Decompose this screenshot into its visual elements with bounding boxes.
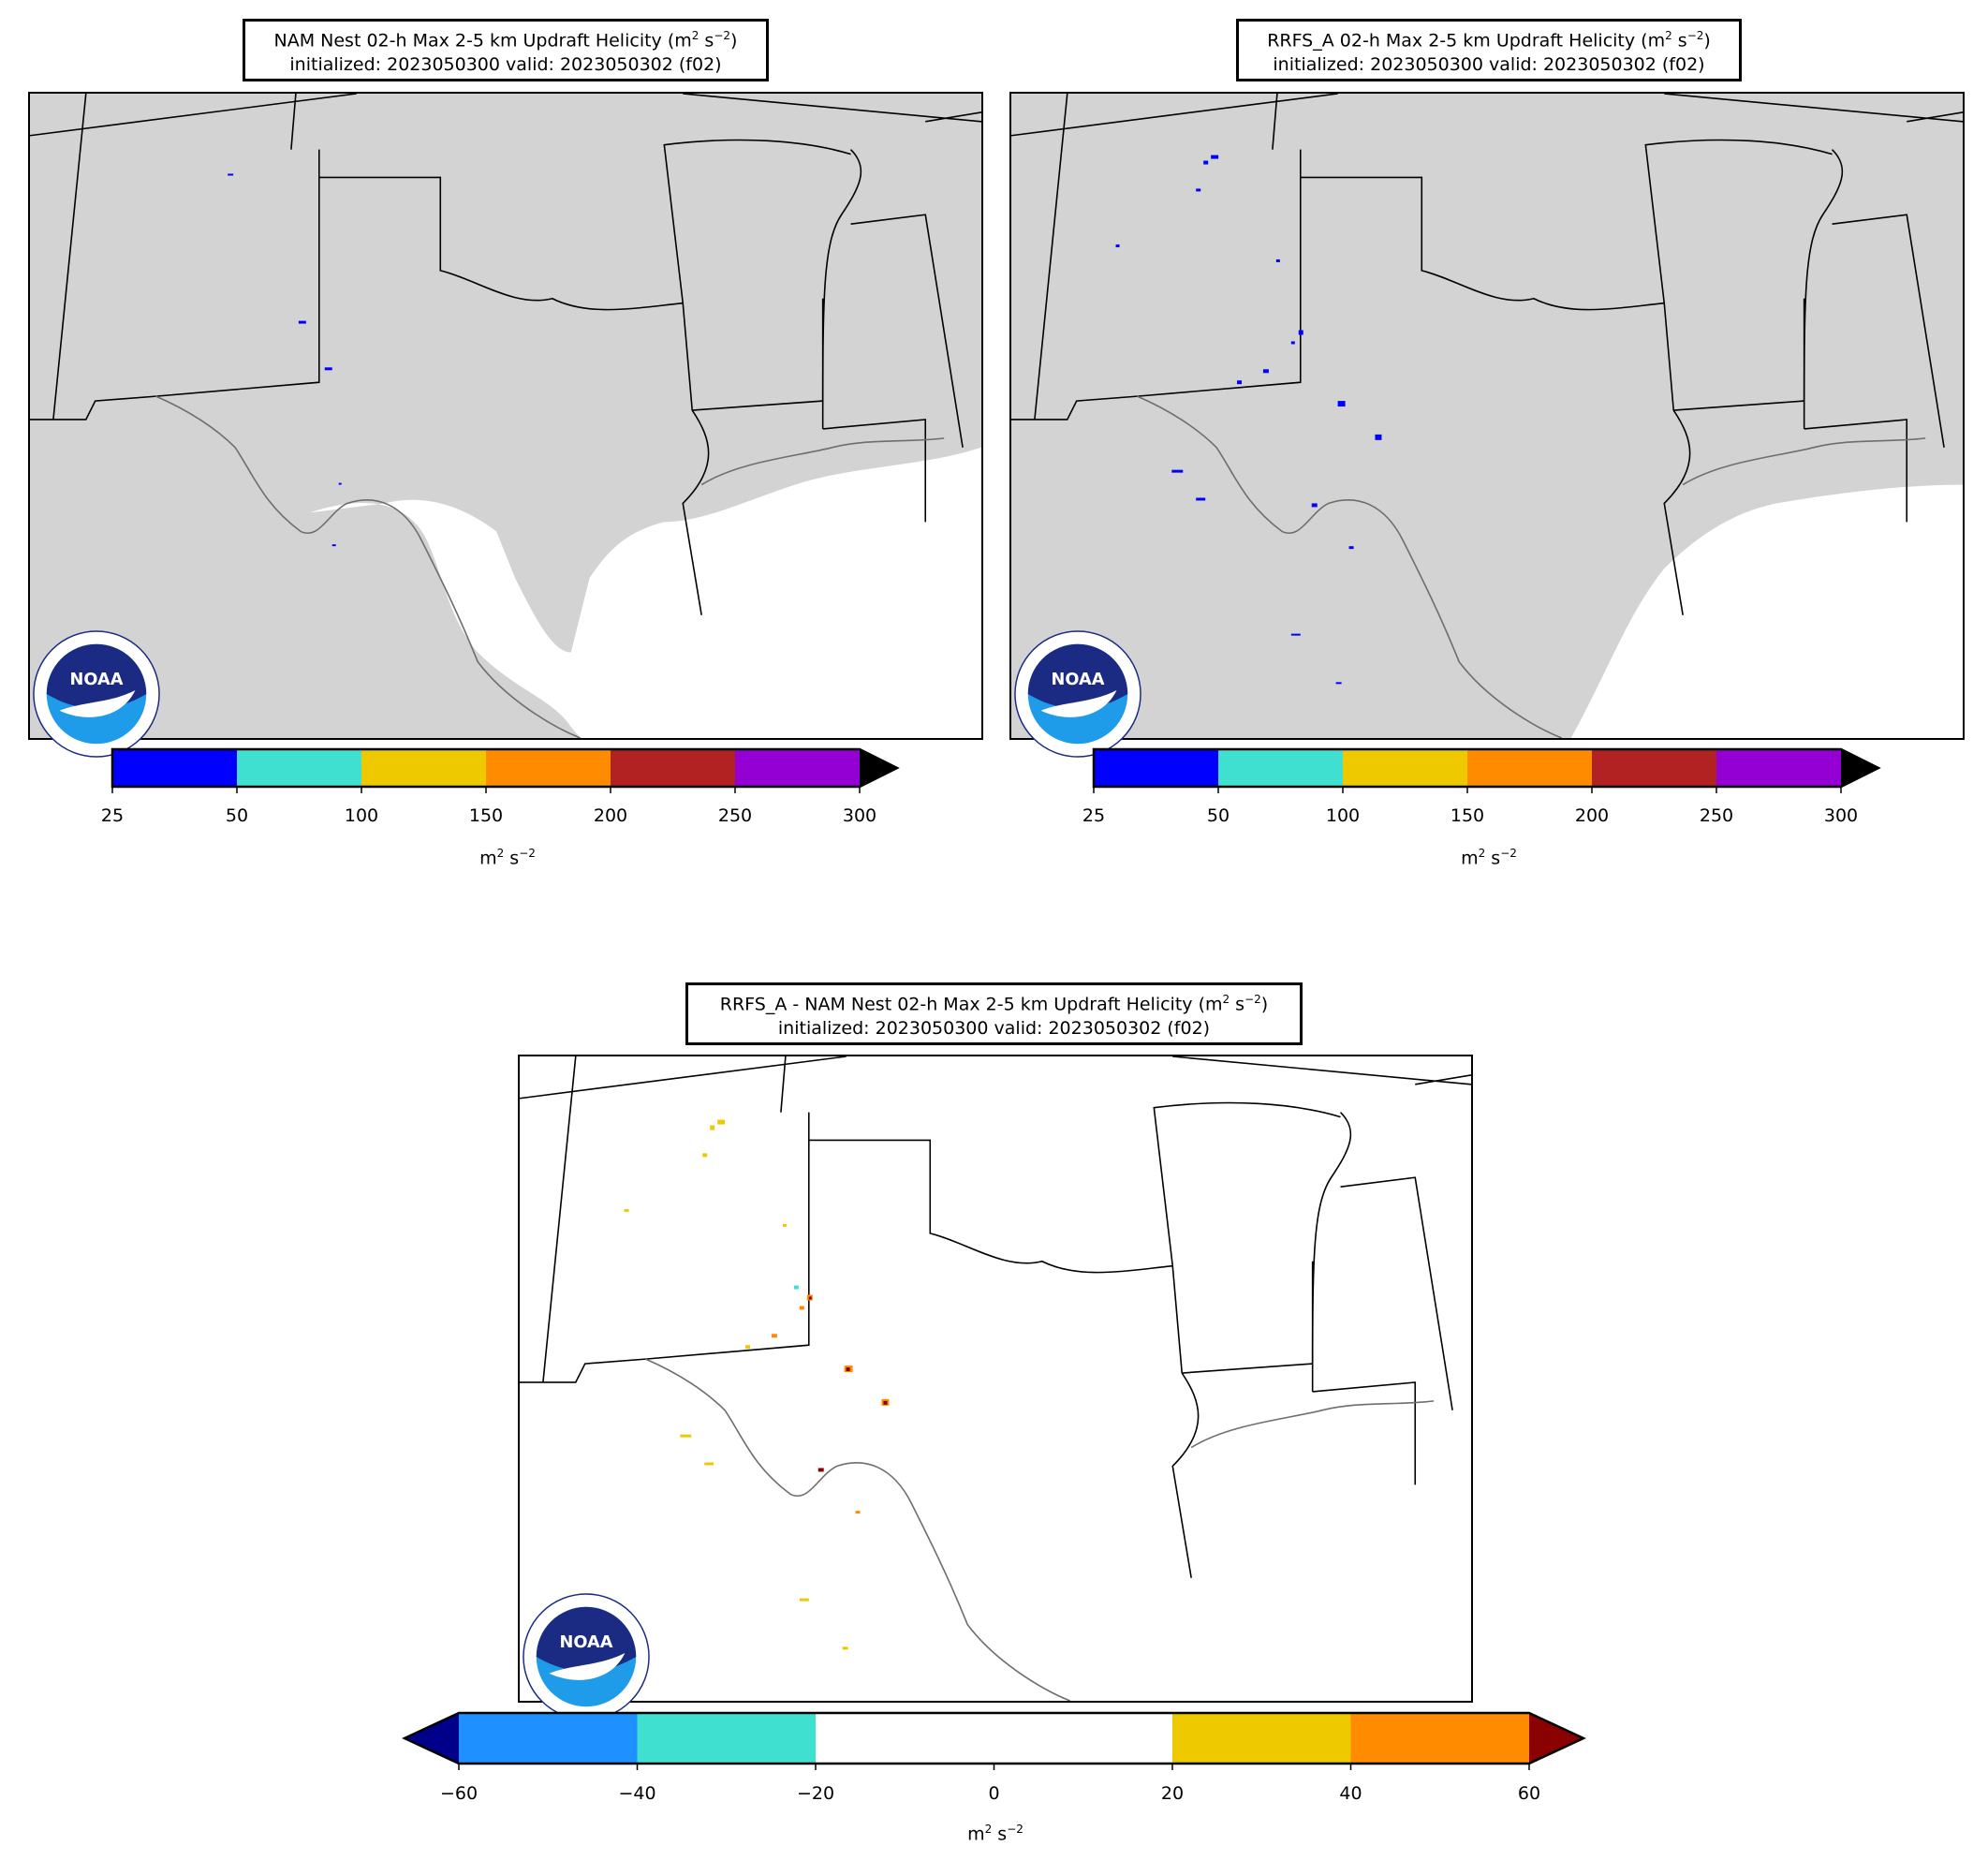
colorbar-panel-1-segment xyxy=(361,749,486,787)
colorbar-panel-1-tick-label: 100 xyxy=(344,805,379,826)
panel-1-map xyxy=(28,92,983,740)
colorbar-panel-1-segment xyxy=(735,749,860,787)
colorbar-panel-1-tick-label: 250 xyxy=(717,805,753,826)
state-borders xyxy=(30,94,981,615)
colorbar-diff-tick-label: 20 xyxy=(1160,1783,1185,1804)
colorbar-panel-1-unit: m2 s−2 xyxy=(479,847,536,869)
colorbar-panel-2-tick-label: 50 xyxy=(1206,805,1230,826)
noaa-logo: NOAA xyxy=(522,1592,651,1721)
colorbar-diff-segment xyxy=(1172,1713,1351,1764)
colorbar-panel-1-segment xyxy=(237,749,361,787)
colorbar-diff-extend-high xyxy=(1529,1713,1583,1764)
colorbar-diff-tick-label: −60 xyxy=(439,1783,479,1804)
colorbar-diff-extend-low xyxy=(405,1713,459,1764)
texas-coast xyxy=(155,395,581,738)
uh-cells xyxy=(228,173,342,547)
noaa-logo: NOAA xyxy=(32,629,161,759)
colorbar-panel-2-segment xyxy=(1094,749,1218,787)
colorbar-panel-1-tick-label: 25 xyxy=(100,805,125,826)
colorbar-panel-2-segment xyxy=(1218,749,1343,787)
colorbar-panel-2-extend-arrow xyxy=(1841,749,1878,787)
noaa-logo: NOAA xyxy=(1013,629,1142,759)
colorbar-diff-segment xyxy=(459,1713,638,1764)
colorbar-panel-1 xyxy=(110,747,906,793)
colorbar-panel-2-tick-label: 25 xyxy=(1082,805,1106,826)
colorbar-diff-tick-label: 40 xyxy=(1339,1783,1362,1804)
colorbar-panel-1-extend-arrow xyxy=(860,749,897,787)
colorbar-diff-unit: m2 s−2 xyxy=(967,1823,1023,1845)
colorbar-panel-2-tick-label: 250 xyxy=(1699,805,1734,826)
colorbar-diff-tick-label: 0 xyxy=(988,1783,1000,1804)
svg-text:NOAA: NOAA xyxy=(70,671,124,689)
colorbar-diff xyxy=(402,1711,1586,1770)
colorbar-diff-segment xyxy=(637,1713,817,1764)
panel-2-map xyxy=(1009,92,1965,740)
colorbar-panel-1-tick-label: 50 xyxy=(225,805,249,826)
colorbar-panel-1-segment xyxy=(112,749,237,787)
colorbar-panel-2-tick-label: 300 xyxy=(1823,805,1859,826)
colorbar-panel-1-tick-label: 150 xyxy=(468,805,504,826)
panel-3-map xyxy=(518,1055,1473,1703)
colorbar-panel-1-tick-label: 200 xyxy=(593,805,628,826)
colorbar-panel-2-tick-label: 100 xyxy=(1325,805,1361,826)
colorbar-panel-2-segment xyxy=(1592,749,1716,787)
colorbar-panel-1-segment xyxy=(611,749,735,787)
colorbar-panel-2-segment xyxy=(1343,749,1467,787)
colorbar-panel-1-segment xyxy=(486,749,611,787)
uh-diff-cells xyxy=(624,1119,890,1650)
colorbar-diff-tick-label: −20 xyxy=(796,1783,835,1804)
panel-1-title: NAM Nest 02-h Max 2-5 km Updraft Helicit… xyxy=(243,19,769,82)
colorbar-diff-segment xyxy=(994,1713,1173,1764)
colorbar-panel-2 xyxy=(1092,747,1888,793)
colorbar-diff-segment xyxy=(816,1713,994,1764)
panel-2-title: RRFS_A 02-h Max 2-5 km Updraft Helicity … xyxy=(1236,19,1742,82)
colorbar-panel-1-tick-label: 300 xyxy=(842,805,877,826)
colorbar-diff-tick-label: −40 xyxy=(618,1783,656,1804)
colorbar-panel-2-segment xyxy=(1716,749,1841,787)
colorbar-panel-2-tick-label: 150 xyxy=(1450,805,1485,826)
colorbar-panel-2-unit: m2 s−2 xyxy=(1461,847,1517,869)
svg-text:NOAA: NOAA xyxy=(560,1633,613,1652)
svg-text:NOAA: NOAA xyxy=(1052,671,1105,689)
colorbar-panel-2-segment xyxy=(1467,749,1592,787)
colorbar-diff-tick-label: 60 xyxy=(1517,1783,1541,1804)
colorbar-panel-2-tick-label: 200 xyxy=(1574,805,1610,826)
panel-3-title: RRFS_A - NAM Nest 02-h Max 2-5 km Updraf… xyxy=(685,982,1303,1046)
colorbar-diff-segment xyxy=(1350,1713,1530,1764)
